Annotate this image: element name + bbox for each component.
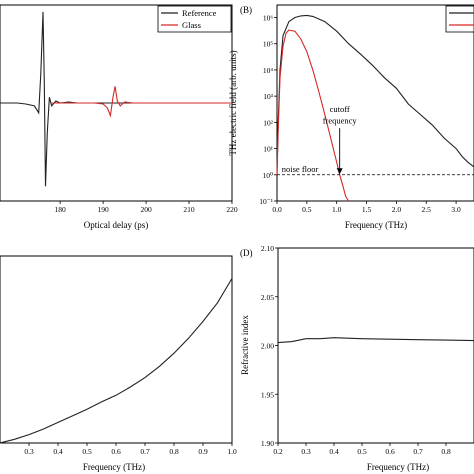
legend-label-glass: Glass xyxy=(182,20,201,30)
y-tick-label: 10¹ xyxy=(263,145,273,154)
y-tick-label: 2.10 xyxy=(261,244,274,253)
x-tick-label: 1.0 xyxy=(227,447,237,456)
x-tick-label: 0.8 xyxy=(169,447,179,456)
x-tick-label: 220 xyxy=(226,205,238,214)
panel-c-series xyxy=(0,278,233,444)
panel-d-ticks: 0.2 0.3 0.4 0.5 0.6 0.7 0.8 1.90 1.95 2.00 2.05 2.1… xyxy=(261,244,451,456)
x-tick-label: 0.9 xyxy=(198,447,208,456)
y-tick-label: 10³ xyxy=(263,92,274,101)
x-tick-label: 1.5 xyxy=(362,205,372,214)
panel-b-series xyxy=(276,14,474,202)
panel-c-x-ticks: 0.3 0.4 0.5 0.6 0.7 0.8 0.9 1.0 xyxy=(24,443,237,456)
x-tick-label: 0.5 xyxy=(302,205,312,214)
panel-a-legend: Reference Glass xyxy=(157,5,232,33)
x-tick-label: 0.4 xyxy=(53,447,63,456)
x-tick-label: 180 xyxy=(55,205,67,214)
x-tick-label: 0.5 xyxy=(357,447,367,456)
panel-a-x-axis-label: Optical delay (ps) xyxy=(84,220,148,230)
y-tick-label: 10⁴ xyxy=(263,66,274,75)
x-tick-label: 0.4 xyxy=(329,447,339,456)
x-tick-label: 210 xyxy=(183,205,195,214)
x-tick-label: 0.5 xyxy=(82,447,92,456)
x-tick-label: 3.0 xyxy=(451,205,461,214)
y-tick-label: 1.95 xyxy=(261,390,274,399)
x-tick-label: 0.3 xyxy=(24,447,34,456)
panel-d-x-axis-label: Frequency (THz) xyxy=(367,462,429,472)
y-tick-label: 2.05 xyxy=(261,293,274,302)
legend-b-box xyxy=(445,5,474,33)
x-tick-label: 0.3 xyxy=(301,447,311,456)
panel-b-legend xyxy=(445,5,474,33)
panel-c-frame xyxy=(0,255,233,444)
panel-d-label: (D) xyxy=(240,248,253,258)
x-tick-label: 190 xyxy=(97,205,109,214)
panel-b-ticks: 0.0 0.5 1.0 1.5 2.0 2.5 3.0 10⁻¹ 10⁰ 10¹ 10² 10³ 10⁴… xyxy=(259,14,461,214)
series-line-curve xyxy=(0,278,233,444)
panel-c-x-axis-label: Frequency (THz) xyxy=(83,462,145,472)
y-tick-label: 10⁶ xyxy=(263,14,274,23)
y-tick-label: 10² xyxy=(263,118,274,127)
panel-b-frame xyxy=(276,4,474,202)
panel-d-y-axis-label: Refractive index xyxy=(240,315,250,375)
y-tick-label: 10⁰ xyxy=(262,171,273,180)
panel-b: (B) 0.0 0.5 1.0 1.5 2.0 2.5 3.0 10⁻¹ 10⁰ 10¹ 10² 10… xyxy=(228,4,474,230)
series-line-reference xyxy=(0,11,232,187)
panel-b-y-axis-label: THz electric field (arb. units) xyxy=(228,50,238,155)
series-line-curve xyxy=(277,337,474,344)
legend-box xyxy=(157,5,232,33)
panel-b-label: (B) xyxy=(240,5,252,15)
x-tick-label: 0.6 xyxy=(385,447,395,456)
cutoff-label-line2: frequency xyxy=(323,116,358,126)
panel-a: 180 190 200 210 220 Optical delay (ps) Refer… xyxy=(0,4,238,230)
panel-d-frame xyxy=(277,247,474,444)
legend-label-reference: Reference xyxy=(182,8,217,18)
panel-d: (D) 0.2 0.3 0.4 0.5 0.6 0.7 0.8 1.90 1.95 2.00 2.0… xyxy=(240,244,474,472)
x-tick-label: 2.0 xyxy=(392,205,402,214)
series-line-glass xyxy=(276,29,350,202)
x-tick-label: 200 xyxy=(140,205,152,214)
x-tick-label: 0.2 xyxy=(273,447,283,456)
cutoff-label-line1: cutoff xyxy=(330,104,350,114)
cutoff-arrowhead xyxy=(336,168,343,175)
x-tick-label: 0.6 xyxy=(111,447,121,456)
x-tick-label: 0.7 xyxy=(413,447,423,456)
panel-a-series xyxy=(0,11,232,187)
x-tick-label: 0.0 xyxy=(272,205,282,214)
series-line-glass xyxy=(51,86,232,118)
y-tick-label: 10⁻¹ xyxy=(259,197,273,206)
noise-floor-label: noise floor xyxy=(282,164,319,174)
panel-b-x-axis-label: Frequency (THz) xyxy=(345,220,407,230)
x-tick-label: 0.7 xyxy=(140,447,150,456)
y-tick-label: 2.00 xyxy=(261,342,274,351)
panel-c: 0.3 0.4 0.5 0.6 0.7 0.8 0.9 1.0 Frequency (THz) xyxy=(0,255,237,472)
x-tick-label: 2.5 xyxy=(422,205,432,214)
x-tick-label: 1.0 xyxy=(332,205,342,214)
y-tick-label: 1.90 xyxy=(261,439,274,448)
panel-a-x-ticks: 180 190 200 210 220 xyxy=(55,201,238,214)
series-line-reference xyxy=(276,14,474,175)
y-tick-label: 10⁵ xyxy=(263,40,274,49)
panel-d-series xyxy=(277,337,474,344)
x-tick-label: 0.8 xyxy=(441,447,451,456)
